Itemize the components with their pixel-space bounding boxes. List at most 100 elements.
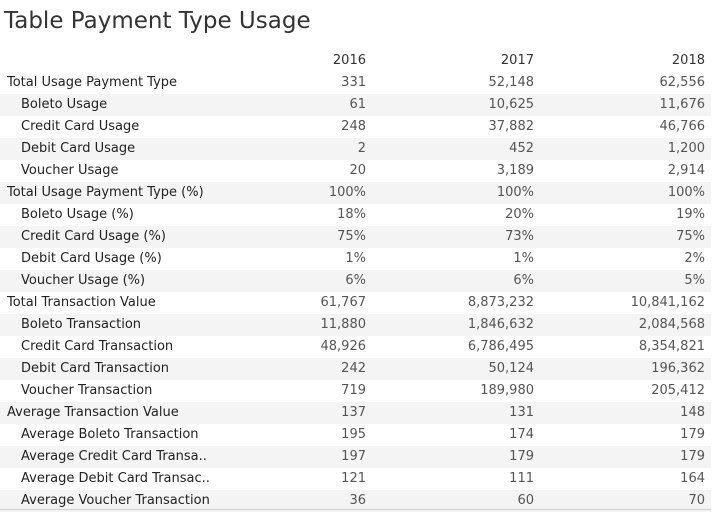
table-cell-2016: 121	[341, 471, 366, 486]
table-cell-2017: 131	[509, 405, 534, 420]
table-cell-2016: 20	[349, 163, 366, 178]
table-cell-2018: 46,766	[659, 119, 706, 134]
table-cell-2017: 174	[509, 427, 534, 442]
table-cell-2018: 148	[680, 405, 705, 420]
table-cell-2016: 18%	[337, 207, 366, 222]
table-cell-2018: 70	[688, 493, 705, 508]
table-cell-2018: 62,556	[659, 75, 706, 90]
table-row: Average Transaction Value 137 131 148	[0, 402, 711, 424]
table-row: Voucher Usage 20 3,189 2,914	[0, 160, 711, 182]
table-cell-2018: 10,841,162	[630, 295, 705, 310]
table-cell-2018: 75%	[676, 229, 705, 244]
row-label: Debit Card Usage	[21, 141, 136, 156]
table-cell-2016: 75%	[337, 229, 366, 244]
table-row: Voucher Usage (%) 6% 6% 5%	[0, 270, 711, 292]
table-cell-2016: 11,880	[320, 317, 367, 332]
payment-usage-table: 2016 2017 2018 Total Usage Payment Type 3…	[0, 50, 711, 512]
table-cell-2016: 137	[341, 405, 366, 420]
table-row: Total Usage Payment Type 331 52,148 62,556	[0, 72, 711, 94]
table-cell-2018: 19%	[676, 207, 705, 222]
table-row: Debit Card Usage 2 452 1,200	[0, 138, 711, 160]
table-cell-2016: 331	[341, 75, 366, 90]
row-label: Voucher Transaction	[21, 383, 153, 398]
table-row: Total Usage Payment Type (%) 100% 100% 100%	[0, 182, 711, 204]
table-cell-2017: 1,846,632	[467, 317, 534, 332]
row-label: Total Transaction Value	[7, 295, 156, 310]
table-cell-2017: 52,148	[488, 75, 535, 90]
table-cell-2017: 1%	[513, 251, 534, 266]
column-header-2016: 2016	[332, 53, 366, 68]
row-label: Average Boleto Transaction	[21, 427, 199, 442]
table-cell-2016: 195	[341, 427, 366, 442]
row-label: Credit Card Usage (%)	[21, 229, 166, 244]
row-label: Boleto Transaction	[21, 317, 142, 332]
table-cell-2016: 242	[341, 361, 366, 376]
table-cell-2018: 179	[680, 449, 705, 464]
row-label: Average Voucher Transaction	[21, 493, 210, 508]
column-header-2018: 2018	[671, 53, 705, 68]
table-cell-2018: 100%	[667, 185, 705, 200]
table-bottom-border	[0, 509, 711, 510]
column-header-row: 2016 2017 2018	[0, 50, 711, 72]
table-cell-2016: 2	[357, 141, 366, 156]
table-cell-2017: 6,786,495	[467, 339, 534, 354]
row-label: Voucher Usage (%)	[21, 273, 146, 288]
table-row: Total Transaction Value 61,767 8,873,232 10…	[0, 292, 711, 314]
table-cell-2017: 8,873,232	[467, 295, 534, 310]
table-cell-2016: 248	[341, 119, 366, 134]
table-cell-2018: 164	[680, 471, 705, 486]
table-row: Average Credit Card Transa.. 197 179 179	[0, 446, 711, 468]
row-label: Average Transaction Value	[7, 405, 179, 420]
table-cell-2016: 1%	[345, 251, 366, 266]
table-cell-2016: 48,926	[320, 339, 367, 354]
table-cell-2018: 5%	[684, 273, 705, 288]
row-label: Credit Card Transaction	[21, 339, 174, 354]
table-cell-2017: 6%	[513, 273, 534, 288]
table-cell-2018: 8,354,821	[638, 339, 705, 354]
table-cell-2016: 36	[349, 493, 366, 508]
table-row: Credit Card Transaction 48,926 6,786,495 8,…	[0, 336, 711, 358]
table-cell-2017: 60	[517, 493, 534, 508]
row-label: Boleto Usage (%)	[21, 207, 134, 222]
row-label: Total Usage Payment Type	[7, 75, 178, 90]
table-cell-2018: 2,084,568	[638, 317, 705, 332]
table-row: Voucher Transaction 719 189,980 205,412	[0, 380, 711, 402]
table-row: Average Voucher Transaction 36 60 70	[0, 490, 711, 512]
table-row: Credit Card Usage 248 37,882 46,766	[0, 116, 711, 138]
table-cell-2018: 196,362	[651, 361, 705, 376]
table-cell-2017: 3,189	[496, 163, 534, 178]
row-label: Credit Card Usage	[21, 119, 140, 134]
table-row: Average Boleto Transaction 195 174 179	[0, 424, 711, 446]
table-cell-2016: 100%	[328, 185, 366, 200]
table-cell-2016: 197	[341, 449, 366, 464]
table-cell-2017: 179	[509, 449, 534, 464]
table-row: Debit Card Transaction 242 50,124 196,362	[0, 358, 711, 380]
row-label: Boleto Usage	[21, 97, 108, 112]
table-cell-2016: 719	[341, 383, 366, 398]
table-cell-2017: 100%	[496, 185, 534, 200]
row-label: Average Debit Card Transac..	[21, 471, 210, 486]
table-cell-2017: 111	[509, 471, 534, 486]
row-label: Voucher Usage	[21, 163, 119, 178]
page-title: Table Payment Type Usage	[4, 8, 311, 34]
table-cell-2017: 452	[509, 141, 534, 156]
table-cell-2018: 179	[680, 427, 705, 442]
table-cell-2017: 20%	[505, 207, 534, 222]
table-cell-2016: 6%	[345, 273, 366, 288]
table-cell-2017: 189,980	[480, 383, 534, 398]
table-cell-2016: 61	[349, 97, 366, 112]
table-cell-2018: 11,676	[659, 97, 706, 112]
table-cell-2017: 50,124	[488, 361, 535, 376]
table-row: Boleto Transaction 11,880 1,846,632 2,084,5…	[0, 314, 711, 336]
row-label: Average Credit Card Transa..	[21, 449, 207, 464]
row-label: Debit Card Usage (%)	[21, 251, 162, 266]
table-cell-2016: 61,767	[320, 295, 367, 310]
table-cell-2017: 10,625	[488, 97, 535, 112]
table-cell-2018: 2%	[684, 251, 705, 266]
column-header-2017: 2017	[500, 53, 534, 68]
table-row: Debit Card Usage (%) 1% 1% 2%	[0, 248, 711, 270]
table-cell-2018: 2,914	[667, 163, 705, 178]
table-cell-2018: 1,200	[667, 141, 705, 156]
table-row: Boleto Usage (%) 18% 20% 19%	[0, 204, 711, 226]
row-label: Debit Card Transaction	[21, 361, 170, 376]
